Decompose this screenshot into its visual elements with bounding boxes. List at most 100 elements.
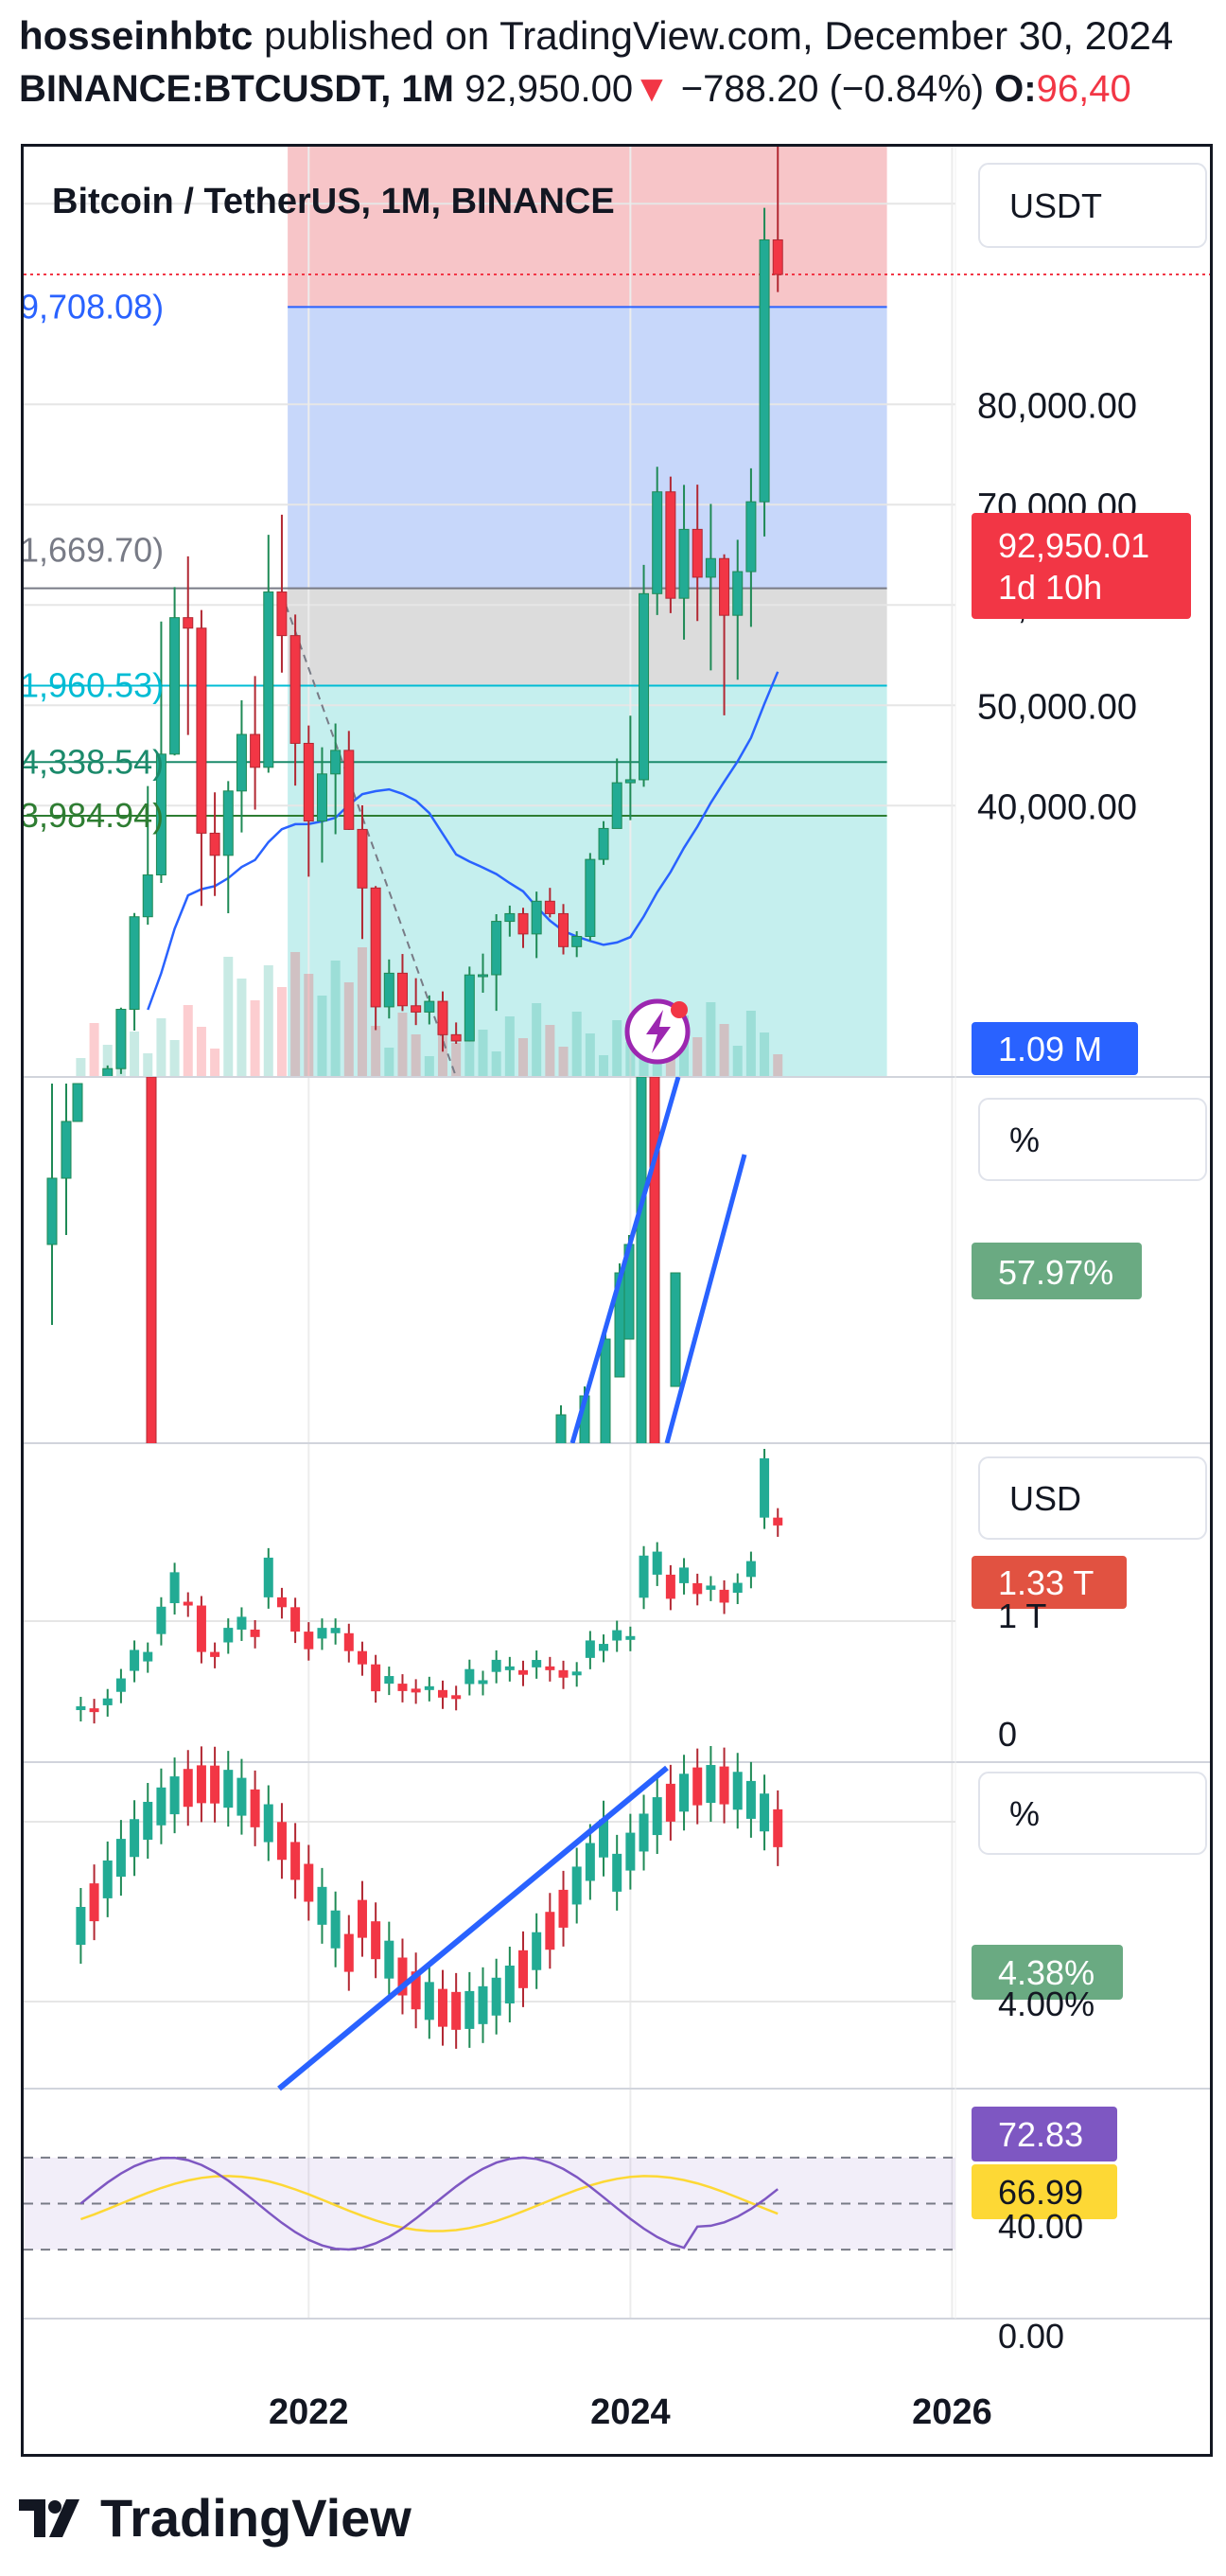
volume-bar xyxy=(532,1003,542,1077)
p4-body xyxy=(504,1965,515,2003)
publisher-name: hosseinhbtc xyxy=(19,13,254,58)
price-axis-tick: 50,000.00 xyxy=(977,687,1137,727)
p4-body xyxy=(196,1765,206,1804)
p3-body xyxy=(384,1676,394,1685)
volume-bar xyxy=(665,1050,675,1077)
candle-body xyxy=(90,1090,99,1099)
unit-badge-usd[interactable] xyxy=(978,1456,1207,1540)
chart-frame[interactable]: Bitcoin / TetherUS, 1M, BINANCE 9,708.08)… xyxy=(21,144,1213,2457)
p2-body xyxy=(555,1414,567,1443)
volume-bar xyxy=(558,1047,569,1077)
volume-bar xyxy=(491,1051,501,1077)
candle-countdown: 1d 10h xyxy=(998,568,1102,607)
candle-body xyxy=(370,887,381,1008)
price-change: −788.20 (−0.84%) xyxy=(680,68,985,110)
volume-bar xyxy=(424,1056,434,1077)
p3-body xyxy=(545,1666,555,1670)
p3-body xyxy=(504,1666,515,1670)
p4-body xyxy=(102,1860,113,1898)
unit-badge-pct[interactable] xyxy=(978,1098,1207,1181)
p4-body xyxy=(304,1863,314,1902)
p4-body xyxy=(692,1767,703,1806)
candle-body xyxy=(624,779,636,784)
p3-body xyxy=(478,1680,488,1685)
volume-bar xyxy=(478,1030,488,1077)
candle-body xyxy=(209,832,220,856)
candle-body xyxy=(129,916,140,1011)
down-arrow-icon: ▼ xyxy=(633,68,671,110)
volume-bar xyxy=(719,1024,729,1077)
unit-badge-usdt[interactable] xyxy=(978,163,1207,248)
volume-bar xyxy=(464,1008,475,1077)
candle-body xyxy=(102,1067,114,1077)
rsi-line xyxy=(79,2156,779,2251)
p4-value: 4.38% xyxy=(998,1953,1095,1992)
p2-body xyxy=(61,1120,72,1179)
p3-body xyxy=(371,1664,381,1692)
volume-bar xyxy=(183,1005,193,1077)
candle-body xyxy=(383,972,394,1008)
volume-bar xyxy=(102,1045,113,1077)
cap-value: 1.33 T xyxy=(998,1563,1094,1602)
p3-body xyxy=(343,1632,354,1651)
candle-body xyxy=(531,900,542,935)
p4-body xyxy=(143,1801,153,1840)
chart-canvas[interactable]: Bitcoin / TetherUS, 1M, BINANCE 9,708.08)… xyxy=(24,147,1210,2454)
candle-body xyxy=(276,591,288,637)
p4-body xyxy=(585,1843,595,1881)
p3-body xyxy=(464,1668,475,1685)
candle-body xyxy=(719,557,730,616)
take-profit-zone xyxy=(288,147,887,308)
p4-body xyxy=(397,1957,408,1996)
volume-bar xyxy=(692,1037,703,1077)
p3-body xyxy=(290,1607,301,1632)
p3-body xyxy=(639,1555,649,1598)
p3-body xyxy=(491,1659,501,1672)
volume-bar xyxy=(545,1025,555,1077)
p3-body xyxy=(169,1572,180,1604)
volume-bar xyxy=(76,1058,86,1077)
volume-bar xyxy=(706,1002,716,1077)
fib-label: 9,708.08) xyxy=(24,287,164,326)
volume-bar xyxy=(732,1046,743,1077)
price-candles xyxy=(90,147,783,1099)
p3-body xyxy=(437,1689,447,1698)
p4-body xyxy=(76,1907,86,1945)
p3-body xyxy=(223,1628,234,1643)
p2-channel-line xyxy=(664,1154,747,1443)
p3-body xyxy=(625,1635,636,1640)
p3-body xyxy=(210,1651,220,1657)
cap-value-badge xyxy=(972,1556,1127,1609)
price-axis-tick: 80,000.00 xyxy=(977,386,1137,426)
p4-body xyxy=(437,1988,447,2027)
published-text: published on TradingView.com, December 3… xyxy=(264,13,1174,58)
p4-body xyxy=(545,1912,555,1950)
candle-body xyxy=(196,627,207,834)
volume-bar xyxy=(89,1023,99,1077)
fib-zone-gray xyxy=(288,588,887,686)
volume-bar xyxy=(773,1054,783,1077)
p2-channel-line xyxy=(569,1077,681,1443)
candle-body xyxy=(652,491,663,594)
volume-bar xyxy=(304,974,314,1077)
volume-bar xyxy=(196,1027,206,1077)
p2-body xyxy=(72,1083,83,1122)
p2-body xyxy=(649,1077,660,1443)
unit-badge-usdt-label: USDT xyxy=(1009,186,1102,225)
volume-bar xyxy=(518,1038,529,1077)
volume-bar xyxy=(504,1016,515,1077)
candle-body xyxy=(411,1005,422,1013)
unit-badge-usd-label: USD xyxy=(1009,1479,1081,1518)
tradingview-brand: TradingView xyxy=(100,2488,412,2548)
volume-bar xyxy=(250,1000,260,1077)
rsi-ma-badge xyxy=(972,2164,1117,2219)
p4-body xyxy=(491,1977,501,2016)
candle-body xyxy=(142,874,153,918)
volume-bar xyxy=(236,979,247,1077)
fib-label: 3,984.94) xyxy=(24,796,164,835)
volume-bar xyxy=(371,1026,381,1077)
pct-value-badge xyxy=(972,1243,1142,1299)
p4-body xyxy=(384,1940,394,1979)
p4-body xyxy=(210,1765,220,1804)
unit-badge-pct2[interactable] xyxy=(978,1772,1207,1855)
